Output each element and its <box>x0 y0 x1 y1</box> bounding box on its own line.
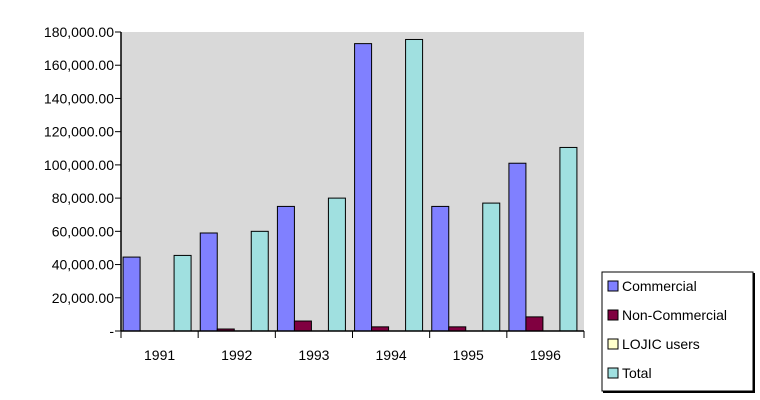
bar-series-group <box>122 38 578 332</box>
legend: Commercial Non-Commercial LOJIC users Total <box>601 271 755 393</box>
x-tick-label: 1993 <box>298 347 329 363</box>
y-tick-label: 160,000.00 <box>44 57 114 73</box>
legend-label-commercial: Commercial <box>622 278 697 294</box>
x-tick-label: 1995 <box>453 347 484 363</box>
legend-swatch-non-commercial <box>607 309 619 321</box>
bar-commercial-1991 <box>122 256 141 332</box>
bar-total-1993 <box>327 197 346 332</box>
bar-commercial-1995 <box>431 205 450 332</box>
x-tick-label: 1992 <box>221 347 252 363</box>
bar-non-commercial-1996 <box>525 316 544 332</box>
y-tick-label: - <box>109 323 114 339</box>
bar-total-1991 <box>173 254 192 332</box>
x-tick-label: 1994 <box>376 347 407 363</box>
bar-total-1992 <box>250 230 269 332</box>
y-tick-label: 120,000.00 <box>44 124 114 140</box>
y-axis: - 20,000.00 40,000.00 60,000.00 80,000.00 100… <box>44 24 121 339</box>
legend-shadow <box>753 273 755 393</box>
bar-commercial-1992 <box>199 232 218 332</box>
y-tick-label: 40,000.00 <box>52 257 114 273</box>
bar-total-1995 <box>482 202 501 332</box>
y-tick-label: 20,000.00 <box>52 290 114 306</box>
y-tick-label: 180,000.00 <box>44 24 114 40</box>
legend-box <box>601 271 754 392</box>
y-tick-label: 140,000.00 <box>44 90 114 106</box>
bar-commercial-1993 <box>276 205 295 332</box>
legend-swatch-commercial <box>607 280 619 292</box>
legend-label-total: Total <box>622 365 652 381</box>
bar-non-commercial-1993 <box>293 320 312 332</box>
legend-label-non-commercial: Non-Commercial <box>622 307 727 323</box>
bar-commercial-1994 <box>354 43 373 332</box>
bar-total-1994 <box>405 38 424 332</box>
y-tick-label: 80,000.00 <box>52 190 114 206</box>
bar-commercial-1996 <box>508 162 527 332</box>
y-tick-label: 100,000.00 <box>44 157 114 173</box>
bar-total-1996 <box>559 146 578 332</box>
plot-area <box>121 32 584 331</box>
x-axis: 1991 1992 1993 1994 1995 1996 <box>120 331 585 363</box>
legend-swatch-total <box>607 367 619 379</box>
legend-shadow <box>603 391 754 393</box>
y-tick-label: 60,000.00 <box>52 223 114 239</box>
legend-swatch-lojic-users <box>607 338 619 350</box>
legend-label-lojic-users: LOJIC users <box>622 336 700 352</box>
x-tick-label: 1991 <box>144 347 175 363</box>
x-tick-label: 1996 <box>530 347 561 363</box>
